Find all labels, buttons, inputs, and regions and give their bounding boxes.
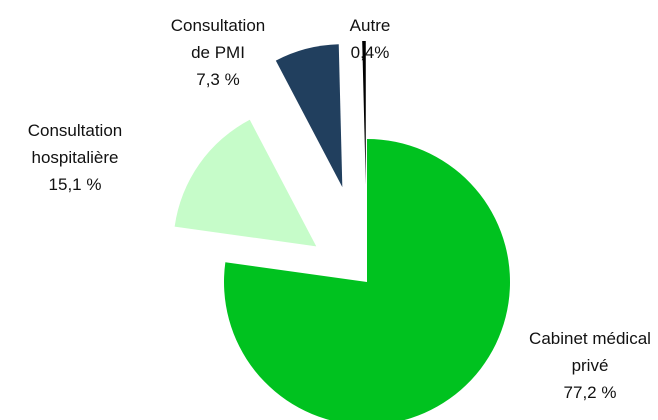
value-label: 15,1 % (48, 175, 102, 194)
category-label: Autre (349, 16, 391, 35)
value-label: 77,2 % (563, 383, 617, 402)
pie-slice (223, 139, 510, 420)
value-label: 0,4% (350, 43, 390, 62)
slice-label: Autre 0,4% (330, 12, 410, 66)
slice-label: Consultation de PMI 7,3 % (163, 12, 273, 93)
slice-label: Consultation hospitalière 15,1 % (0, 117, 150, 198)
pie-slice (275, 44, 343, 188)
value-label: 7,3 % (196, 70, 240, 89)
slice-label: Cabinet médical privé 77,2 % (529, 325, 651, 406)
pie-slice (362, 41, 366, 185)
pie-slice (174, 119, 317, 247)
category-label: Consultation de PMI (170, 16, 266, 62)
category-label: Cabinet médical privé (529, 329, 651, 375)
category-label: Consultation hospitalière (27, 121, 123, 167)
